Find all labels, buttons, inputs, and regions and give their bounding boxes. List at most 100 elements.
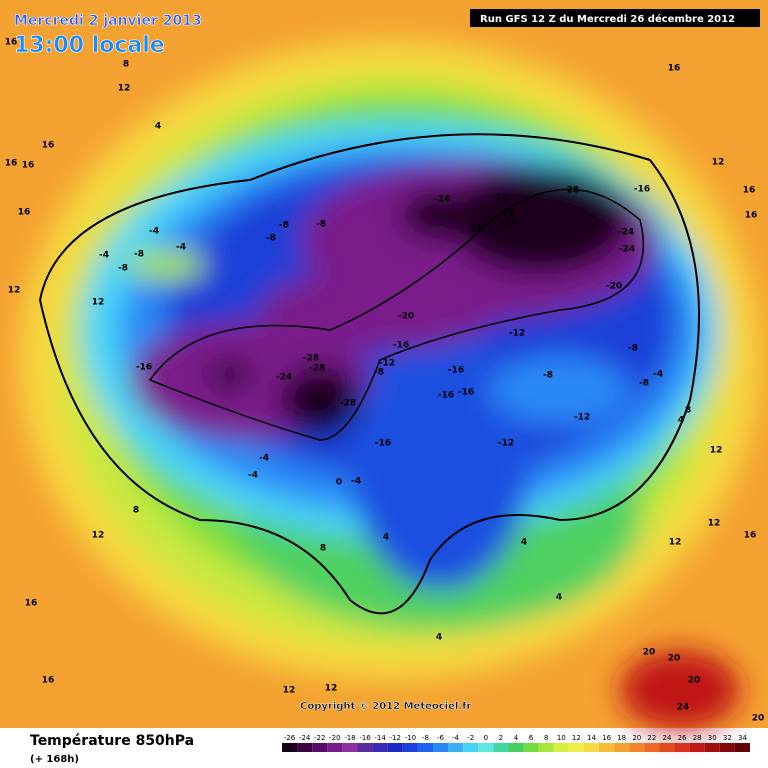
- contour-label: -16: [393, 341, 409, 351]
- contour-label: 4: [155, 122, 161, 132]
- contour-label: -8: [639, 379, 649, 389]
- contour-label: 20: [668, 654, 681, 664]
- run-box: [470, 9, 760, 27]
- contour-label: -24: [619, 245, 635, 255]
- contour-label: 16: [668, 64, 681, 74]
- contour-label: -12: [574, 413, 590, 423]
- contour-label: -8: [279, 221, 289, 231]
- colorbar-swatch: [402, 743, 418, 752]
- colorbar-swatch: [448, 743, 464, 752]
- contour-label: -20: [606, 282, 622, 292]
- colorbar-swatch: [568, 743, 584, 752]
- colorbar-label: -18: [344, 734, 355, 742]
- colorbar-swatch: [297, 743, 313, 752]
- colorbar-swatch: [644, 743, 660, 752]
- colorbar-swatch: [493, 743, 509, 752]
- contour-label: -8: [134, 250, 144, 260]
- contour-label: 4: [521, 538, 527, 548]
- colorbar-label: 8: [544, 734, 548, 742]
- contour-label: -8: [628, 344, 638, 354]
- contour-label: -28: [501, 219, 517, 229]
- contour-label: 12: [92, 298, 105, 308]
- temperature-map: [0, 0, 768, 730]
- run-info: Run GFS 12 Z du Mercredi 26 décembre 201…: [480, 13, 735, 25]
- contour-label: 4: [678, 416, 684, 426]
- contour-label: 24: [677, 703, 690, 713]
- colorbar-label: 0: [484, 734, 488, 742]
- colorbar: -26 -24 -22 -20 -18 -16 -14 -12 -10 -8 -6 -4 -2 0 2 4 6 8…: [282, 734, 750, 752]
- contour-label: -28: [563, 186, 579, 196]
- contour-label: 16: [743, 186, 756, 196]
- colorbar-swatch: [674, 743, 690, 752]
- colorbar-label: 6: [529, 734, 534, 742]
- contour-label: 16: [42, 676, 55, 686]
- colorbar-swatch: [432, 743, 449, 752]
- contour-label: -4: [99, 251, 109, 261]
- colorbar-label: 4: [514, 734, 519, 742]
- contour-label: -8: [316, 220, 326, 230]
- contour-label: -16: [438, 391, 454, 401]
- colorbar-label: -14: [374, 734, 386, 742]
- colorbar-label: 20: [632, 734, 641, 742]
- contour-label: 16: [744, 531, 757, 541]
- colorbar-label: 14: [587, 734, 596, 742]
- contour-label: -24: [492, 194, 508, 204]
- contour-label: -16: [136, 363, 152, 373]
- contour-label: 20: [752, 714, 765, 724]
- contour-label: 4: [383, 533, 389, 543]
- contour-label: 12: [118, 84, 131, 94]
- colorbar-swatch: [659, 743, 675, 752]
- colorbar-label: 22: [647, 734, 656, 742]
- colorbar-label: 18: [617, 734, 626, 742]
- colorbar-swatch: [734, 743, 750, 752]
- contour-label: 16: [42, 141, 55, 151]
- colorbar-swatch: [599, 743, 615, 752]
- colorbar-label: 2: [499, 734, 503, 742]
- contour-label: 4: [436, 633, 442, 643]
- footer-title: Température 850hPa: [30, 733, 194, 749]
- colorbar-swatch: [553, 743, 569, 752]
- colorbar-label: 24: [663, 734, 672, 742]
- contour-label: 12: [710, 446, 723, 456]
- map-time: 13:00 locale: [14, 33, 165, 58]
- colorbar-label: 12: [572, 734, 581, 742]
- colorbar-swatch: [327, 743, 343, 752]
- colorbar-swatch: [357, 743, 373, 752]
- colorbar-label: -16: [359, 734, 371, 742]
- contour-label: 16: [5, 159, 18, 169]
- colorbar-label: 28: [693, 734, 702, 742]
- contour-label: -24: [434, 195, 450, 205]
- contour-label: -4: [248, 471, 258, 481]
- contour-label: 16: [22, 161, 35, 171]
- colorbar-label: 26: [678, 734, 687, 742]
- colorbar-label: -26: [284, 734, 296, 742]
- footer-lead: (+ 168h): [30, 754, 79, 765]
- contour-label: 12: [283, 686, 296, 696]
- contour-label: 12: [325, 684, 338, 694]
- colorbar-swatch: [508, 743, 524, 752]
- contour-label: 0: [336, 478, 342, 488]
- colorbar-label: 34: [738, 734, 747, 742]
- colorbar-swatch: [282, 743, 298, 752]
- contour-label: -12: [509, 329, 525, 339]
- contour-label: -4: [259, 454, 269, 464]
- contour-label: -4: [653, 370, 663, 380]
- footer: Température 850hPa (+ 168h): [30, 733, 194, 765]
- contour-label: -8: [543, 371, 553, 381]
- contour-label: -12: [379, 359, 395, 369]
- colorbar-swatch: [478, 743, 494, 752]
- colorbar-label: -2: [467, 734, 474, 742]
- contour-label: 8: [320, 544, 326, 554]
- contour-label: 20: [688, 676, 701, 686]
- colorbar-label: -4: [452, 734, 460, 742]
- colorbar-swatch: [538, 743, 554, 752]
- contour-label: -28: [309, 364, 325, 374]
- contour-label: -24: [276, 373, 292, 383]
- contour-label: -16: [634, 185, 650, 195]
- contour-label: -28: [340, 399, 356, 409]
- colorbar-swatch: [372, 743, 388, 752]
- contour-label: -28: [303, 354, 319, 364]
- contour-label: 4: [556, 593, 562, 603]
- colorbar-label: 30: [708, 734, 717, 742]
- contour-label: -28: [466, 225, 482, 235]
